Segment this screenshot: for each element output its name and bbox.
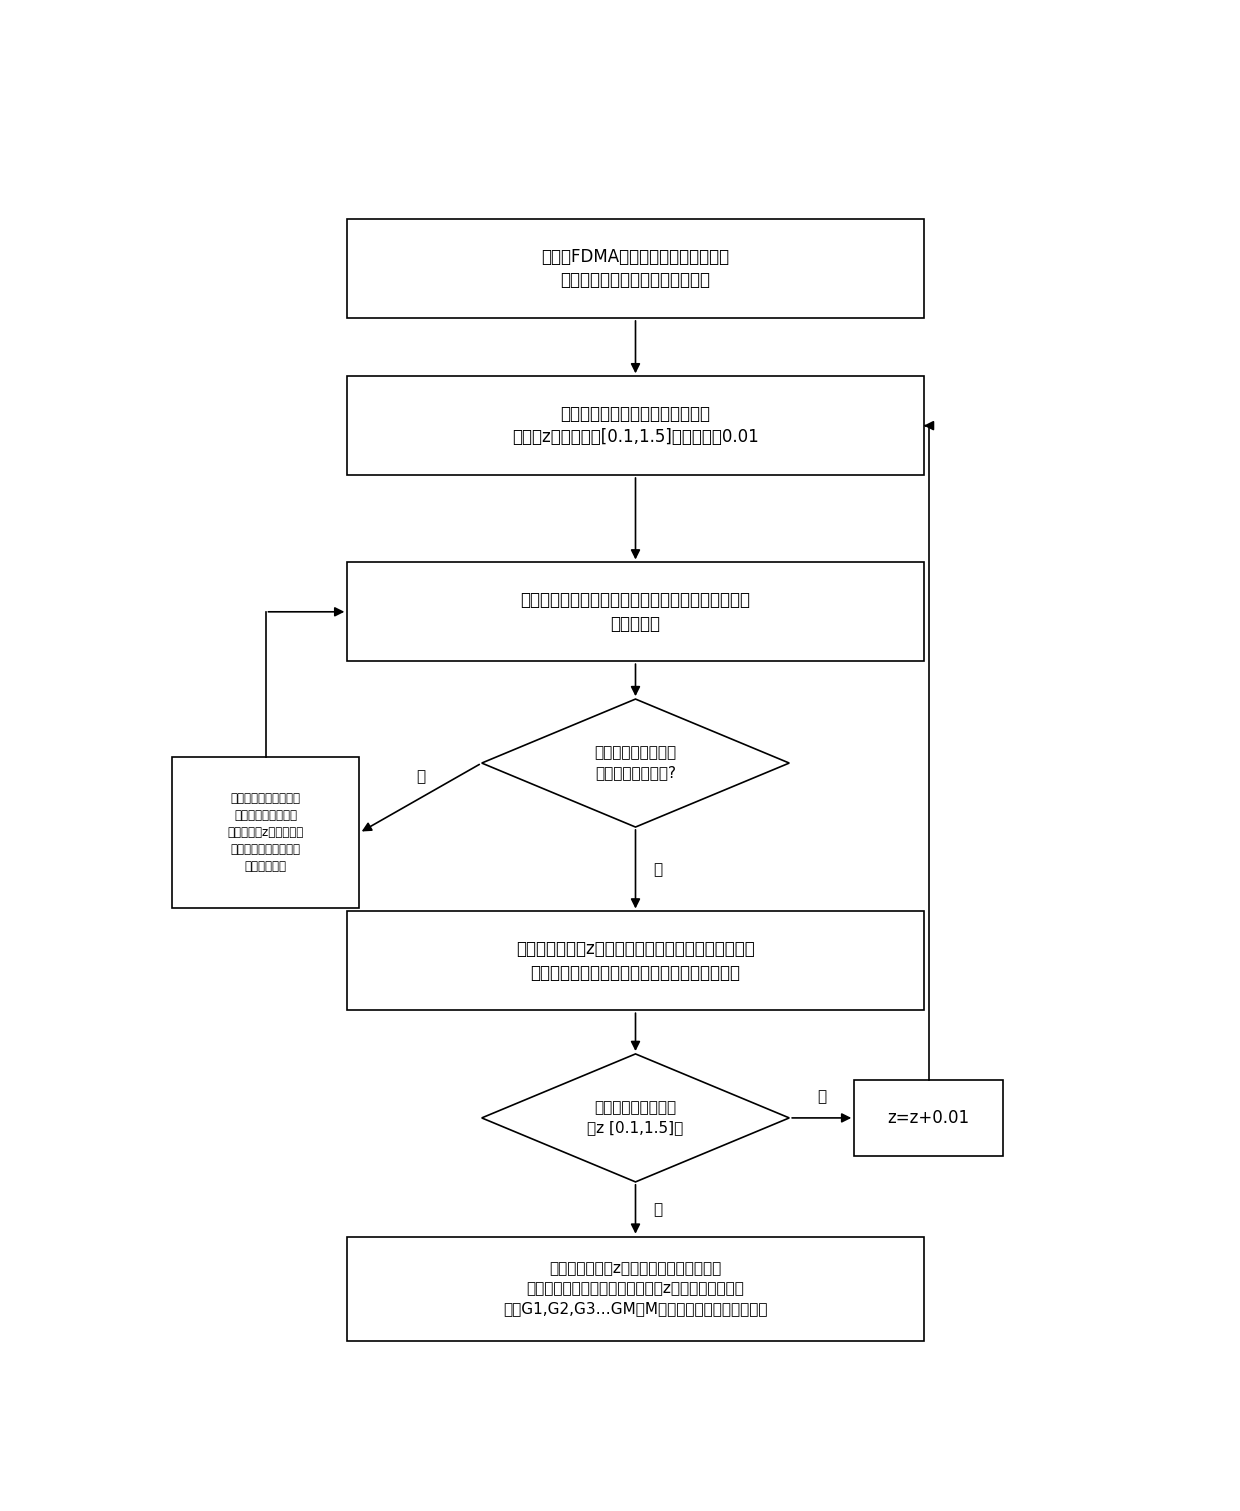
Bar: [347, 1236, 924, 1342]
Polygon shape: [481, 1055, 789, 1182]
Text: 检验是否存在最低信
噪比未满足的链路?: 检验是否存在最低信 噪比未满足的链路?: [594, 745, 677, 781]
Text: 否: 否: [817, 1089, 826, 1105]
Bar: [854, 1080, 1003, 1156]
Text: 设定：上行链路最大允许发射功率
工作点z的搜索区间[0.1,1.5]，搜索步长0.01: 设定：上行链路最大允许发射功率 工作点z的搜索区间[0.1,1.5]，搜索步长0…: [512, 405, 759, 446]
Text: 对不满足最低信噪比的
链路增益参数进行修
正，在当前z值下，支链
链路的增益参数固定，
不再迭代求解: 对不满足最低信噪比的 链路增益参数进行修 正，在当前z值下，支链 链路的增益参数…: [227, 792, 304, 873]
Text: 构造：FDMA数字信道化卫星通信系统
设定：最大化香农容量为优化目标: 构造：FDMA数字信道化卫星通信系统 设定：最大化香农容量为优化目标: [542, 248, 729, 290]
Text: 是: 是: [415, 769, 425, 784]
Polygon shape: [481, 700, 789, 827]
Bar: [347, 911, 924, 1011]
Bar: [347, 376, 924, 474]
Text: 得到当前工作点z下，在满足最低信噪比条件下，使系
统容量最大化的各链路的增益参数，记录各参数: 得到当前工作点z下，在满足最低信噪比条件下，使系 统容量最大化的各链路的增益参数…: [516, 940, 755, 982]
Text: 是: 是: [652, 1201, 662, 1216]
Text: 否: 否: [652, 861, 662, 876]
Text: 是否已完成搜索全部
的z [0.1,1.5]？: 是否已完成搜索全部 的z [0.1,1.5]？: [588, 1100, 683, 1135]
Text: 计算排序参数，并使用拉格朗日乘子法求解各链路的
增益参数。: 计算排序参数，并使用拉格朗日乘子法求解各链路的 增益参数。: [521, 591, 750, 633]
Bar: [347, 219, 924, 317]
Text: 比较系统在不同z值下最优的总香农容量，
使用达到最大香农容量时的工作点z所对应的系统增益
参数G1,G2,G3…GM对M条星上转发器信道进行配置: 比较系统在不同z值下最优的总香农容量， 使用达到最大香农容量时的工作点z所对应的…: [503, 1262, 768, 1316]
Text: z=z+0.01: z=z+0.01: [888, 1109, 970, 1127]
Bar: [347, 562, 924, 662]
Bar: [172, 757, 360, 908]
